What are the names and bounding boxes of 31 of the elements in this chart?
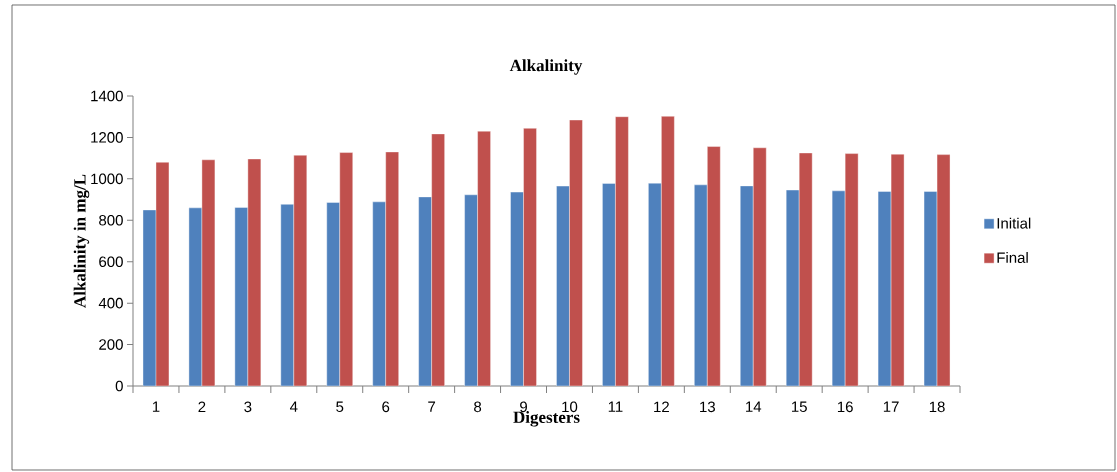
y-axis-title: Alkalinity in mg/L [73, 174, 90, 308]
legend-label: Final [997, 252, 1028, 264]
x-tick-label: 3 [244, 401, 252, 413]
x-tick-label: 11 [608, 401, 623, 412]
legend-label: Initial [997, 217, 1031, 229]
x-tick-label: 8 [474, 401, 482, 413]
x-tick-label: 6 [382, 401, 390, 413]
x-tick-label: 16 [837, 401, 853, 413]
y-tick-label: 800 [99, 214, 123, 226]
x-tick-label: 9 [520, 401, 527, 413]
x-tick-label: 4 [289, 401, 298, 412]
x-tick-label: 12 [654, 401, 669, 413]
y-tick-label: 200 [99, 339, 123, 350]
y-tick-label: 400 [98, 297, 123, 309]
x-tick-label: 10 [562, 401, 578, 413]
x-tick-label: 13 [700, 401, 715, 413]
x-tick-label: 1 [152, 401, 160, 412]
x-tick-label: 15 [792, 401, 807, 412]
y-tick-label: 1000 [91, 173, 123, 185]
y-tick-label: 1400 [91, 90, 123, 102]
x-tick-label: 7 [428, 401, 436, 412]
y-tick-label: 0 [115, 380, 123, 392]
y-tick-label: 1200 [91, 132, 123, 143]
x-tick-label: 18 [929, 401, 945, 413]
chart-title: Alkalinity [509, 59, 583, 75]
x-tick-label: 14 [746, 401, 762, 412]
x-tick-label: 5 [336, 401, 344, 412]
x-tick-label: 2 [198, 401, 206, 413]
x-axis-title: Digesters [513, 411, 580, 427]
x-tick-label: 17 [883, 401, 899, 412]
y-tick-label: 600 [99, 256, 123, 268]
